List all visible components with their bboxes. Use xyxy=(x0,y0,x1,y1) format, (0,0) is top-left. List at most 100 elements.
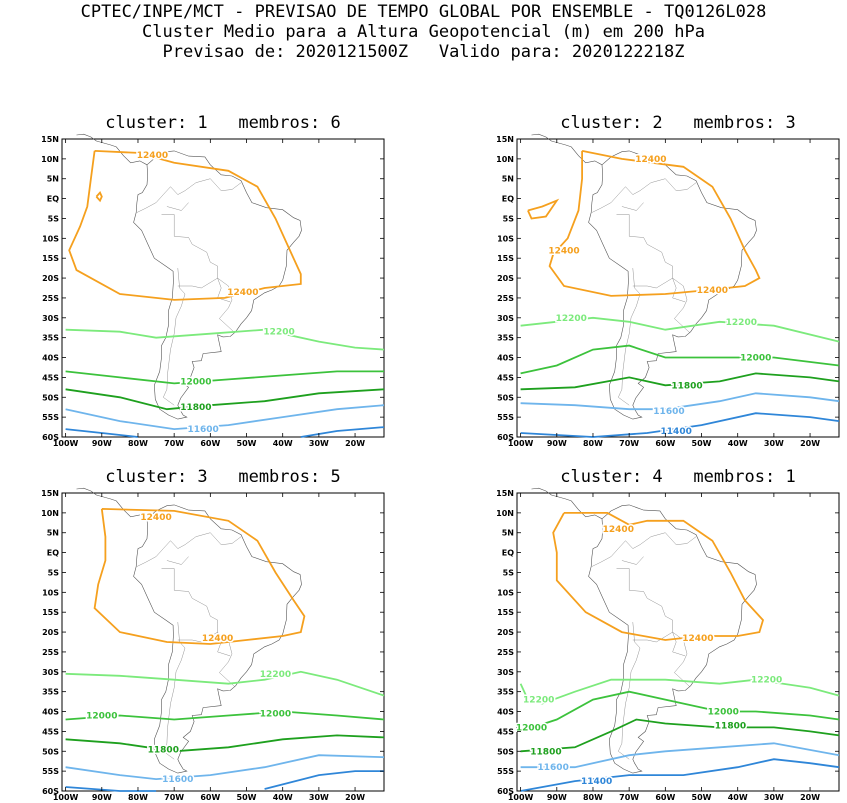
contour-label-12200: 12200 xyxy=(263,328,294,338)
lat-tick-label: 10S xyxy=(497,588,514,597)
lat-tick-label: 10N xyxy=(496,509,514,518)
lat-tick-label: 20S xyxy=(497,274,514,283)
contour-label-12200: 12200 xyxy=(523,696,554,706)
contour-12400 xyxy=(68,150,302,301)
contour-11600 xyxy=(520,392,840,411)
lat-tick-label: 55S xyxy=(497,413,514,422)
country-border-5 xyxy=(166,202,189,211)
lon-tick-label: 40W xyxy=(273,439,293,448)
map-panel-3: 12400 12400 12200 12000 12000 11800 11600 15N 10… xyxy=(41,487,385,802)
lon-tick-label: 90W xyxy=(92,793,112,802)
lon-tick-label: 90W xyxy=(547,793,567,802)
lat-tick-label: 15S xyxy=(497,254,514,263)
lon-tick-label: 40W xyxy=(273,793,293,802)
lat-tick-label: 35S xyxy=(497,334,514,343)
lon-tick-label: 70W xyxy=(164,793,184,802)
contour-label-12400: 12400 xyxy=(635,155,666,165)
country-border-5 xyxy=(621,202,644,211)
contour-label-12000: 12000 xyxy=(708,708,739,718)
lat-tick-label: 15N xyxy=(496,489,514,498)
country-border-3 xyxy=(618,622,641,760)
contour-label-12400: 12400 xyxy=(137,151,168,161)
country-border-3 xyxy=(163,622,186,760)
lat-tick-label: 35S xyxy=(497,688,514,697)
south-america-coastline xyxy=(588,504,757,774)
map-frame xyxy=(61,138,385,438)
lat-tick-label: 60S xyxy=(497,787,514,796)
lon-tick-label: 100W xyxy=(53,439,79,448)
contour-label-12200: 12200 xyxy=(726,318,757,328)
panel-1-title: cluster: 1 membros: 6 xyxy=(105,113,341,133)
lon-tick-label: 20W xyxy=(800,793,820,802)
contour-label-12200: 12200 xyxy=(751,676,782,686)
lon-tick-label: 100W xyxy=(508,439,534,448)
lon-tick-label: 50W xyxy=(237,439,257,448)
lon-tick-label: 50W xyxy=(237,793,257,802)
contour-12200 xyxy=(65,670,385,697)
lat-tick-label: 15N xyxy=(41,135,59,144)
lat-tick-label: 20S xyxy=(42,628,59,637)
panel-4-title: cluster: 4 membros: 1 xyxy=(560,467,796,487)
country-border-1 xyxy=(161,214,235,333)
lat-tick-label: EQ xyxy=(47,195,59,204)
contour-label-12000: 12000 xyxy=(86,712,117,722)
lon-tick-label: 40W xyxy=(728,793,748,802)
lat-tick-label: 10S xyxy=(497,234,514,243)
contour-11800 xyxy=(520,372,840,391)
lat-tick-label: 55S xyxy=(497,767,514,776)
lon-tick-label: 20W xyxy=(345,439,365,448)
lat-tick-label: 30S xyxy=(42,668,59,677)
coastline xyxy=(531,487,757,774)
country-border-2 xyxy=(136,186,178,213)
contour-11400 xyxy=(264,770,384,790)
contour-11800 xyxy=(65,388,385,411)
lat-tick-label: 40S xyxy=(497,354,514,363)
contour-12000 xyxy=(520,344,840,375)
contour-label-12000: 12000 xyxy=(740,354,771,364)
lat-tick-label: 35S xyxy=(42,688,59,697)
contour-label-12400: 12400 xyxy=(140,513,171,523)
contour-11800 xyxy=(65,734,385,753)
map-panel-2: 12400 12400 12400 12200 12200 12000 11800 11600… xyxy=(496,133,840,448)
lat-tick-label: 60S xyxy=(42,787,59,796)
lat-tick-label: 15N xyxy=(41,489,59,498)
contour-label-11400: 11400 xyxy=(581,777,612,787)
country-border-3 xyxy=(618,268,641,406)
contour-label-11600: 11600 xyxy=(187,425,218,435)
lon-tick-label: 30W xyxy=(309,793,329,802)
lat-tick-label: 5N xyxy=(502,529,514,538)
contour-label-11800: 11800 xyxy=(671,381,702,391)
contour-12400 xyxy=(552,512,765,641)
lon-tick-label: 80W xyxy=(583,439,603,448)
lat-tick-label: 20S xyxy=(42,274,59,283)
lat-tick-label: 5N xyxy=(47,529,59,538)
lon-tick-label: 20W xyxy=(345,793,365,802)
contour-label-12400: 12400 xyxy=(548,246,579,256)
contour-label-12400: 12400 xyxy=(697,286,728,296)
lon-tick-label: 70W xyxy=(619,793,639,802)
contour-label-11800: 11800 xyxy=(148,745,179,755)
lat-tick-label: 15S xyxy=(497,608,514,617)
contour-label-11600: 11600 xyxy=(538,763,569,773)
lat-tick-label: 55S xyxy=(42,413,59,422)
contour-label-12400: 12400 xyxy=(202,634,233,644)
contour-label-11600: 11600 xyxy=(162,775,193,785)
lat-tick-label: 50S xyxy=(42,747,59,756)
contour-12200 xyxy=(520,316,840,343)
contour-12400 xyxy=(93,508,306,645)
lat-tick-label: 10S xyxy=(42,234,59,243)
south-america-coastline xyxy=(133,150,302,420)
country-border-4 xyxy=(632,631,686,657)
south-america-coastline xyxy=(588,150,757,420)
lon-tick-label: 60W xyxy=(655,439,675,448)
lon-tick-label: 80W xyxy=(583,793,603,802)
lon-tick-label: 60W xyxy=(200,793,220,802)
lat-tick-label: 5S xyxy=(48,568,60,577)
country-border-4 xyxy=(632,277,686,303)
country-border-0 xyxy=(177,178,242,195)
map-frame xyxy=(516,492,840,792)
lon-tick-label: 50W xyxy=(692,439,712,448)
lat-tick-label: 10N xyxy=(41,155,59,164)
header-line-3: Previsao de: 2020121500Z Valido para: 20… xyxy=(162,42,685,62)
contour-label-12000: 12000 xyxy=(516,723,547,733)
